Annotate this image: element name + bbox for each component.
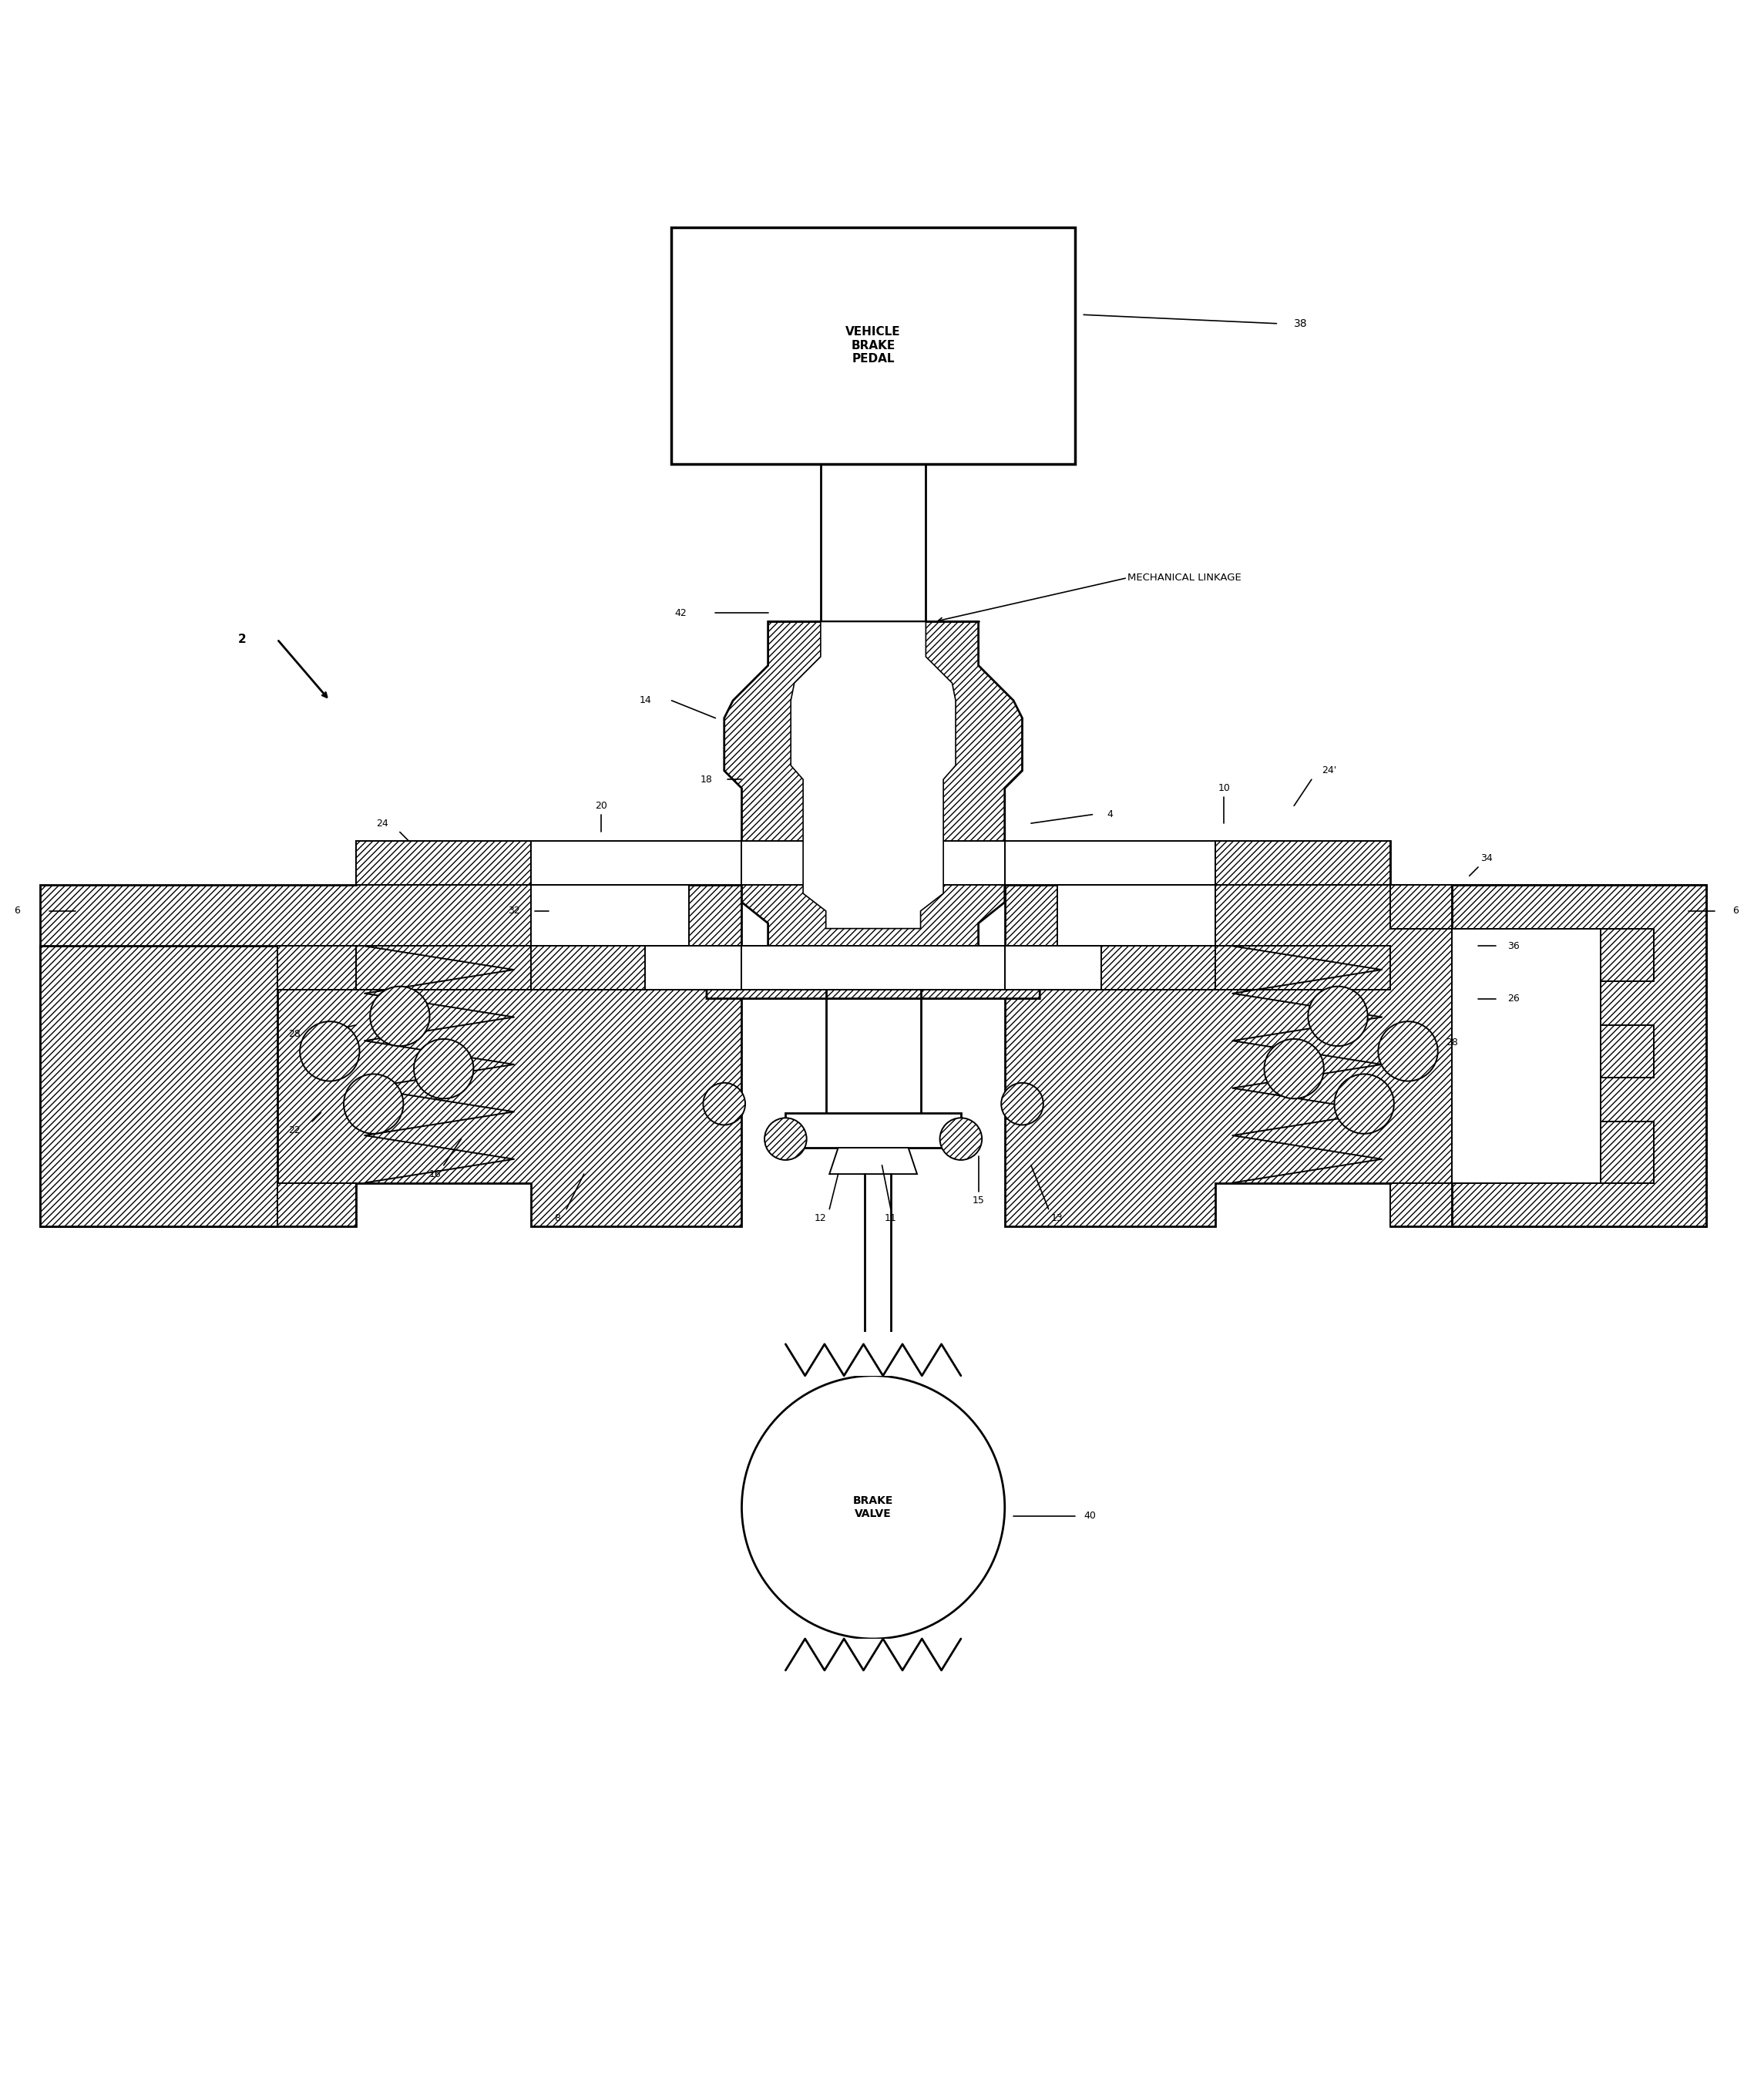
Text: 15: 15 [972, 1195, 984, 1205]
Text: 11: 11 [886, 1213, 896, 1224]
Text: BRAKE
VALVE: BRAKE VALVE [854, 1495, 893, 1518]
Circle shape [300, 1022, 360, 1082]
Polygon shape [1005, 840, 1706, 1226]
Text: 42: 42 [674, 609, 686, 617]
Polygon shape [41, 947, 277, 1226]
Bar [734, 1639, 1014, 1683]
Text: 26: 26 [1506, 995, 1519, 1003]
Text: 28: 28 [1446, 1038, 1457, 1047]
Bar [734, 1332, 1014, 1376]
Text: 4: 4 [1106, 809, 1113, 819]
Text: 22: 22 [289, 1126, 300, 1134]
Text: 20: 20 [596, 801, 607, 811]
Text: 10: 10 [1217, 784, 1230, 792]
Text: 36: 36 [1506, 940, 1519, 951]
Polygon shape [531, 840, 741, 884]
Circle shape [1378, 1022, 1438, 1082]
Text: 32: 32 [508, 907, 520, 915]
Text: 16: 16 [429, 1170, 441, 1178]
Polygon shape [531, 947, 741, 990]
Text: 6: 6 [14, 907, 19, 915]
Circle shape [1334, 1074, 1394, 1134]
Polygon shape [1452, 928, 1602, 1182]
Polygon shape [356, 947, 531, 990]
Circle shape [940, 1118, 983, 1159]
Polygon shape [707, 621, 1039, 999]
Polygon shape [531, 884, 690, 947]
Polygon shape [356, 840, 531, 884]
Polygon shape [1005, 840, 1215, 884]
Text: 6: 6 [1732, 907, 1738, 915]
Polygon shape [277, 947, 356, 990]
Text: 28: 28 [289, 1028, 302, 1038]
Text: 12: 12 [815, 1213, 827, 1224]
Circle shape [344, 1074, 404, 1134]
Polygon shape [1101, 947, 1215, 990]
Polygon shape [1057, 884, 1215, 947]
Polygon shape [1215, 947, 1390, 990]
Circle shape [1265, 1038, 1323, 1099]
Circle shape [370, 986, 430, 1047]
Polygon shape [829, 1147, 917, 1174]
Text: VEHICLE
BRAKE
PEDAL: VEHICLE BRAKE PEDAL [845, 325, 901, 365]
Polygon shape [1602, 1026, 1653, 1078]
Text: 2: 2 [238, 634, 247, 644]
Polygon shape [790, 621, 956, 928]
Text: 34: 34 [1480, 853, 1492, 863]
Polygon shape [531, 947, 646, 990]
Polygon shape [1602, 1122, 1653, 1182]
Polygon shape [1452, 884, 1706, 1226]
Circle shape [704, 1082, 744, 1126]
Polygon shape [785, 1113, 961, 1147]
Text: 24: 24 [376, 817, 388, 828]
Polygon shape [1390, 1182, 1452, 1226]
Circle shape [1002, 1082, 1043, 1126]
Circle shape [764, 1118, 806, 1159]
Circle shape [1309, 986, 1367, 1047]
Text: 40: 40 [1083, 1512, 1095, 1520]
Polygon shape [277, 1182, 356, 1226]
Circle shape [415, 1038, 473, 1099]
Polygon shape [41, 840, 741, 1226]
Text: 38: 38 [1295, 319, 1307, 329]
Text: 14: 14 [639, 696, 651, 705]
Text: MECHANICAL LINKAGE: MECHANICAL LINKAGE [1127, 573, 1242, 584]
Polygon shape [741, 947, 1005, 990]
Polygon shape [1602, 928, 1653, 982]
Text: 24': 24' [1321, 765, 1337, 776]
Polygon shape [1215, 840, 1390, 884]
Text: 18: 18 [700, 774, 713, 784]
Text: 13: 13 [1051, 1213, 1064, 1224]
Polygon shape [1005, 947, 1215, 990]
Circle shape [741, 1376, 1005, 1639]
Text: 8: 8 [554, 1213, 561, 1224]
Polygon shape [1390, 884, 1452, 928]
Bar [672, 227, 1074, 463]
Polygon shape [741, 840, 1005, 884]
